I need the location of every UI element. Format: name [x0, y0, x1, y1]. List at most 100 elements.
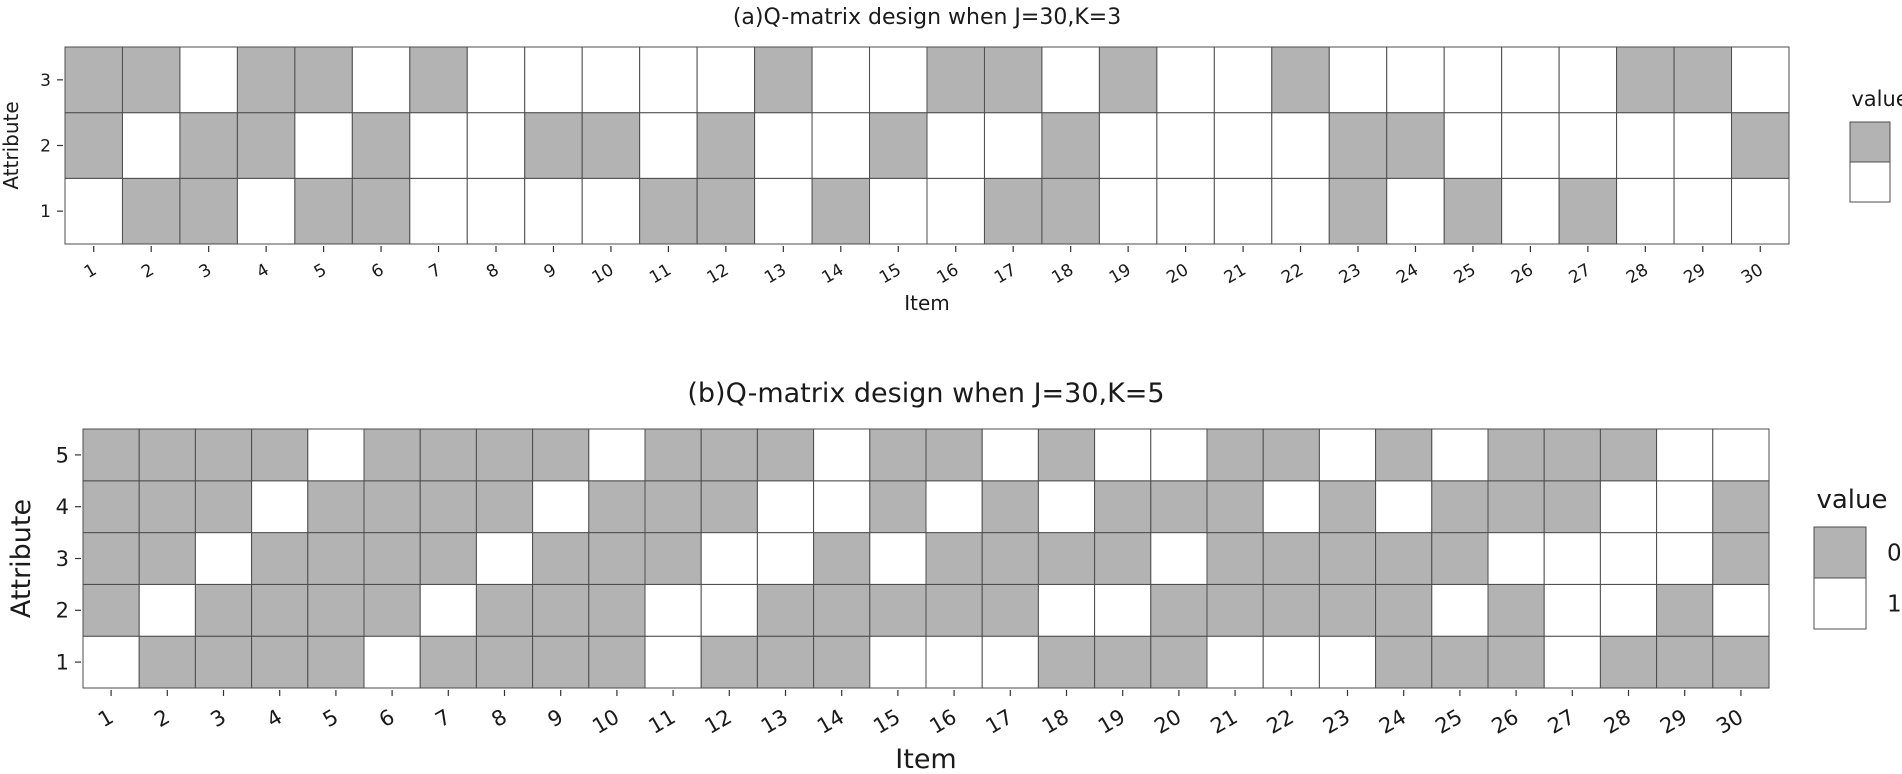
- heatmap-cell-item14-attr1: [813, 635, 871, 689]
- y-tick-label: 4: [56, 495, 69, 519]
- heatmap-cell-item3-attr3: [179, 46, 238, 114]
- heatmap-cell-item8-attr2: [466, 112, 526, 179]
- x-tick-label: 20: [1150, 705, 1185, 739]
- heatmap-cell-item10-attr1: [581, 177, 641, 245]
- heatmap-cell-item1-attr4: [82, 480, 140, 534]
- heatmap-cell-item25-attr5: [1431, 428, 1489, 482]
- heatmap-cell-item2-attr3: [138, 532, 196, 585]
- heatmap-cell-item4-attr3: [236, 46, 296, 114]
- heatmap-cell-item18-attr2: [1041, 112, 1100, 179]
- heatmap-cell-item24-attr1: [1375, 635, 1433, 689]
- x-tick-label: 6: [375, 705, 399, 732]
- heatmap-cell-item4-attr2: [251, 583, 309, 637]
- x-tick-label: 15: [869, 705, 904, 739]
- heatmap-cell-item26-attr3: [1501, 46, 1560, 114]
- heatmap-cell-item27-attr2: [1543, 583, 1601, 637]
- heatmap-cell-item17-attr1: [981, 635, 1039, 689]
- heatmap-cell-item17-attr4: [981, 480, 1039, 534]
- heatmap-cell-item11-attr3: [644, 532, 702, 585]
- y-tick-label: 2: [40, 136, 51, 156]
- heatmap-cell-item30-attr1: [1712, 635, 1770, 689]
- heatmap-cell-item4-attr4: [251, 480, 309, 534]
- heatmap-cell-item15-attr3: [869, 532, 927, 585]
- y-axis-title: Attribute: [0, 101, 23, 189]
- heatmap-cell-item25-attr3: [1431, 532, 1489, 585]
- heatmap-cell-item13-attr5: [756, 428, 815, 482]
- heatmap-cell-item2-attr5: [138, 428, 196, 482]
- heatmap-cell-item10-attr3: [581, 46, 641, 114]
- heatmap-cell-item3-attr4: [194, 480, 253, 534]
- chart-title: (b)Q-matrix design when J=30,K=5: [687, 378, 1164, 409]
- heatmap-cell-item21-attr1: [1213, 177, 1273, 245]
- heatmap-cell-item25-attr2: [1431, 583, 1489, 637]
- heatmap-cell-item25-attr4: [1431, 480, 1489, 534]
- x-tick-label: 19: [1094, 705, 1129, 739]
- heatmap-cell-item20-attr4: [1150, 480, 1208, 534]
- heatmap-cell-item16-attr4: [925, 480, 983, 534]
- heatmap-cell-item27-attr3: [1543, 532, 1601, 585]
- heatmap-cell-item12-attr1: [700, 635, 758, 689]
- heatmap-cell-item26-attr3: [1487, 532, 1545, 585]
- heatmap-cell-item23-attr2: [1328, 112, 1388, 179]
- heatmap-cell-item4-attr5: [251, 428, 309, 482]
- heatmap-cell-item18-attr1: [1041, 177, 1100, 245]
- heatmap-cell-item19-attr3: [1098, 46, 1158, 114]
- heatmap-cell-item17-attr2: [983, 112, 1043, 179]
- x-tick-label: 28: [1623, 260, 1652, 288]
- heatmap-cell-item4-attr3: [251, 532, 309, 585]
- heatmap-cell-item12-attr5: [700, 428, 758, 482]
- heatmap-cell-item1-attr1: [82, 635, 140, 689]
- heatmap-cell-item23-attr5: [1318, 428, 1377, 482]
- heatmap-cell-item28-attr2: [1616, 112, 1675, 179]
- heatmap-cell-item24-attr5: [1375, 428, 1433, 482]
- x-axis-title: Item: [904, 291, 950, 315]
- heatmap-cell-item27-attr4: [1543, 480, 1601, 534]
- heatmap-cell-item14-attr4: [813, 480, 871, 534]
- heatmap-cell-item2-attr1: [138, 635, 196, 689]
- x-tick-label: 19: [1106, 260, 1135, 288]
- heatmap-cell-item30-attr4: [1712, 480, 1770, 534]
- heatmap-cell-item20-attr5: [1150, 428, 1208, 482]
- x-tick-label: 10: [589, 260, 618, 288]
- heatmap-cell-item30-attr2: [1731, 112, 1790, 179]
- x-tick-label: 26: [1508, 260, 1537, 288]
- heatmap-cell-item18-attr2: [1037, 583, 1096, 637]
- y-axis-title: Attribute: [6, 499, 37, 618]
- heatmap-cell-item24-attr2: [1375, 583, 1433, 637]
- heatmap-cell-item8-attr1: [475, 635, 534, 689]
- heatmap-cell-item8-attr5: [475, 428, 534, 482]
- heatmap-cell-item6-attr1: [363, 635, 421, 689]
- heatmap-cell-item12-attr3: [696, 46, 756, 114]
- heatmap-cell-item22-attr1: [1271, 177, 1330, 245]
- heatmap-cell-item12-attr2: [696, 112, 756, 179]
- heatmap-cell-item26-attr5: [1487, 428, 1545, 482]
- heatmap-cell-item6-attr2: [351, 112, 411, 179]
- heatmap-cell-item21-attr1: [1206, 635, 1264, 689]
- x-tick-label: 11: [646, 260, 675, 288]
- heatmap-cell-item13-attr1: [756, 635, 815, 689]
- legend-title: value: [1816, 485, 1887, 515]
- heatmap-cell-item20-attr3: [1156, 46, 1215, 114]
- heatmap-cell-item4-attr2: [236, 112, 296, 179]
- x-tick-label: 11: [644, 705, 679, 739]
- x-tick-label: 17: [982, 705, 1017, 739]
- heatmap-cell-item2-attr2: [121, 112, 181, 179]
- heatmap-cell-item1-attr2: [82, 583, 140, 637]
- x-tick-label: 12: [704, 260, 733, 288]
- heatmap-cell-item8-attr1: [466, 177, 526, 245]
- x-tick-label: 23: [1319, 705, 1354, 739]
- heatmap-cell-item29-attr2: [1673, 112, 1733, 179]
- x-tick-label: 13: [761, 260, 790, 288]
- heatmap-cell-item3-attr1: [194, 635, 253, 689]
- heatmap-cell-item15-attr1: [869, 177, 928, 245]
- x-tick-label: 29: [1681, 260, 1710, 288]
- heatmap-cell-item19-attr1: [1094, 635, 1152, 689]
- heatmap-cell-item9-attr2: [532, 583, 590, 637]
- heatmap-cell-item1-attr3: [82, 532, 140, 585]
- legend-label: 1: [1887, 592, 1902, 618]
- heatmap-cell-item9-attr5: [532, 428, 590, 482]
